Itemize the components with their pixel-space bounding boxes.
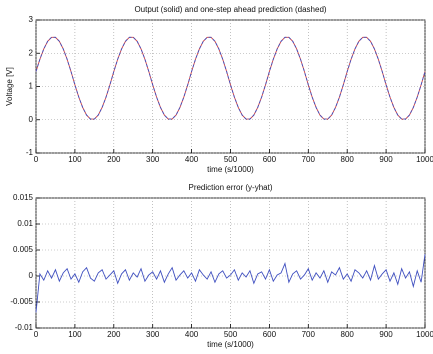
x-tick-label: 0 <box>34 155 39 164</box>
x-tick-label: 900 <box>379 155 393 164</box>
x-tick-label: 100 <box>68 155 82 164</box>
x-tick-label: 1000 <box>416 330 433 339</box>
chart-title: Output (solid) and one-step ahead predic… <box>134 5 326 14</box>
x-tick-label: 300 <box>146 155 160 164</box>
x-tick-label: 200 <box>107 330 121 339</box>
x-tick-label: 900 <box>379 330 393 339</box>
y-axis-label: Voltage [V] <box>5 67 14 106</box>
y-tick-label: 0.005 <box>13 245 34 254</box>
x-axis-label: time (s/1000) <box>207 165 254 174</box>
x-tick-label: 500 <box>224 155 238 164</box>
x-tick-label: 300 <box>146 330 160 339</box>
y-tick-label: 0.01 <box>17 219 33 228</box>
y-tick-label: 0 <box>29 115 34 124</box>
x-tick-label: 600 <box>263 330 277 339</box>
x-tick-label: 800 <box>341 330 355 339</box>
chart-title: Prediction error (y-yhat) <box>188 183 272 192</box>
x-tick-label: 600 <box>263 155 277 164</box>
x-tick-label: 200 <box>107 155 121 164</box>
x-tick-label: 400 <box>185 155 199 164</box>
y-tick-label: 2 <box>29 48 34 57</box>
series-line <box>35 36 426 120</box>
x-tick-label: 1000 <box>416 155 433 164</box>
series-line <box>35 254 426 313</box>
y-tick-label: 3 <box>29 15 34 24</box>
plot-area <box>35 197 426 329</box>
x-tick-label: 800 <box>341 155 355 164</box>
x-tick-label: 100 <box>68 330 82 339</box>
x-tick-label: 700 <box>302 330 316 339</box>
x-tick-label: 400 <box>185 330 199 339</box>
x-axis-label: time (s/1000) <box>207 340 254 349</box>
y-tick-label: 1 <box>29 82 34 91</box>
y-tick-label: 0 <box>29 271 34 280</box>
x-tick-label: 500 <box>224 330 238 339</box>
y-tick-label: -0.005 <box>10 297 33 306</box>
y-tick-label: 0.015 <box>13 193 34 202</box>
x-tick-label: 700 <box>302 155 316 164</box>
x-tick-label: 0 <box>34 330 39 339</box>
y-tick-label: -0.01 <box>15 323 34 332</box>
y-tick-label: -1 <box>26 148 34 157</box>
